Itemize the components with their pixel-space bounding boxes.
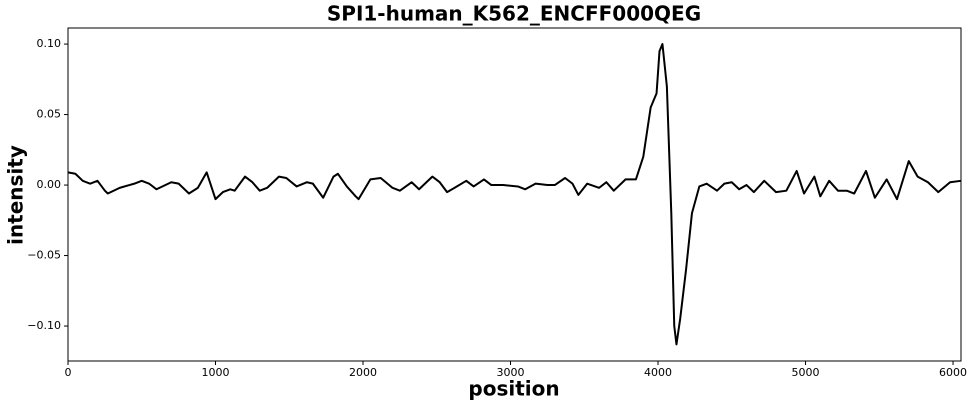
y-tick-label: 0.10	[37, 37, 62, 50]
chart-title: SPI1-human_K562_ENCFF000QEG	[327, 2, 701, 26]
y-tick-label: 0.05	[37, 108, 62, 121]
line-series	[67, 43, 962, 346]
x-tick-label: 0	[65, 366, 72, 379]
y-tick-label: −0.05	[27, 249, 61, 262]
x-tick-label: 3000	[497, 366, 525, 379]
y-tick-label: −0.10	[27, 319, 61, 332]
x-tick-label: 2000	[349, 366, 377, 379]
x-tick-label: 4000	[644, 366, 672, 379]
y-tick-label: 0.00	[37, 178, 62, 191]
plot-frame	[67, 27, 962, 362]
x-axis-label: position	[468, 377, 559, 401]
x-tick-label: 1000	[202, 366, 230, 379]
x-tick-label: 5000	[792, 366, 820, 379]
x-tick-label: 6000	[939, 366, 967, 379]
y-axis-label: intensity	[4, 145, 28, 245]
